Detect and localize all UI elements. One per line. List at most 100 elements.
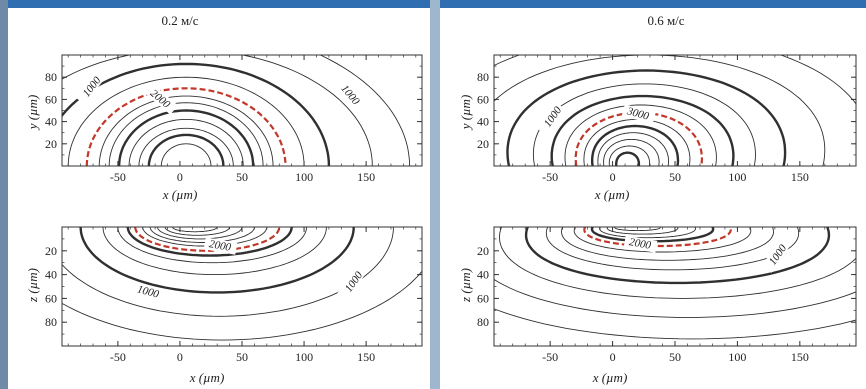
isotherm-11	[62, 55, 373, 166]
x-tick-label: 50	[236, 170, 248, 184]
isotherm-3	[599, 227, 696, 239]
y-tick-label: 60	[45, 291, 57, 305]
y-tick-label: 20	[45, 244, 57, 258]
x-tick-label: 100	[295, 170, 313, 184]
isotherm-9	[550, 94, 735, 166]
x-axis-label: x (µm)	[189, 370, 225, 385]
isotherm-8	[545, 227, 800, 271]
x-tick-label: 150	[357, 350, 375, 364]
x-axis-label: x (µm)	[594, 187, 630, 202]
contour-label-bg	[337, 79, 368, 113]
x-axis-label: x (µm)	[162, 187, 198, 202]
y-tick-label: 60	[45, 92, 57, 106]
x-tick-label: 0	[610, 170, 616, 184]
isotherm-12	[494, 308, 856, 340]
isotherm-13	[494, 55, 856, 105]
y-tick-label: 20	[477, 137, 489, 151]
y-tick-label: 60	[477, 92, 489, 106]
isotherm-1	[160, 143, 212, 166]
x-axis-label: x (µm)	[592, 370, 628, 385]
isotherm-4	[149, 227, 255, 243]
contour-panel-1: -50 0 50 100 150 20 40 60 80 x (µm) y (µm) 0.2 м/с	[25, 13, 423, 202]
y-tick-label: 20	[45, 137, 57, 151]
contour-label-bg	[761, 239, 790, 273]
contour-label-bg	[623, 235, 658, 253]
isotherm-1	[172, 227, 218, 233]
x-tick-label: 0	[177, 350, 183, 364]
isotherm-10	[79, 227, 355, 294]
isotherm-8	[117, 227, 308, 264]
isotherm-3	[157, 227, 243, 240]
highlighted-isotherm	[583, 227, 732, 248]
isotherm-12	[319, 55, 411, 166]
x-tick-label: -50	[110, 350, 126, 364]
isotherm-6	[573, 227, 752, 253]
y-tick-label: 80	[45, 315, 57, 329]
contour-label-bg	[131, 282, 166, 303]
isotherm-9	[67, 76, 305, 166]
x-tick-label: -50	[110, 170, 126, 184]
isotherm-7	[561, 227, 774, 261]
x-tick-label: 50	[669, 170, 681, 184]
x-tick-label: 100	[728, 170, 746, 184]
isotherm-7	[126, 227, 293, 257]
contour-label-bg	[536, 101, 565, 135]
x-tick-label: 150	[357, 170, 375, 184]
isotherm-8	[564, 104, 717, 166]
isotherm-11	[62, 227, 394, 317]
contour-label: 2000	[208, 238, 232, 254]
plot-area	[494, 227, 856, 346]
y-tick-label: 20	[477, 244, 489, 258]
y-tick-label: 80	[477, 70, 489, 84]
highlighted-isotherm	[85, 87, 287, 166]
contour-label: 1000	[136, 283, 161, 300]
x-tick-label: 150	[791, 170, 809, 184]
y-axis-label: y (µm)	[458, 95, 473, 132]
left-side-stripe	[0, 0, 8, 389]
x-tick-label: 50	[669, 350, 681, 364]
y-tick-label: 80	[477, 315, 489, 329]
isotherm-12	[494, 55, 826, 166]
y-axis-label: y (µm)	[25, 95, 40, 132]
x-tick-label: 100	[728, 350, 746, 364]
isotherm-3	[603, 138, 660, 166]
isotherm-7	[98, 95, 274, 166]
y-tick-label: 80	[45, 70, 57, 84]
contour-label: 3000	[625, 105, 651, 123]
isotherm-10	[499, 227, 856, 299]
isotherm-9	[102, 227, 327, 276]
isotherm-11	[494, 278, 856, 318]
y-tick-label: 40	[477, 268, 489, 282]
contour-label-bg	[203, 237, 238, 255]
isotherm-5	[117, 109, 255, 166]
y-tick-label: 60	[477, 291, 489, 305]
y-tick-label: 40	[45, 268, 57, 282]
center-divider-stripe	[430, 0, 440, 389]
contour-label-bg	[621, 104, 656, 125]
isotherm-9	[524, 227, 831, 285]
highlighted-isotherm	[134, 227, 281, 252]
panel-title: 0.2 м/с	[161, 13, 198, 28]
isotherm-1	[615, 151, 641, 166]
contour-panel-3: -50 0 50 100 150 20 40 60 80 x (µm) z (µm)	[25, 226, 423, 385]
y-tick-label: 40	[45, 115, 57, 129]
isotherm-6	[108, 102, 264, 166]
contour-label-bg	[337, 266, 366, 300]
contour-panel-2: -50 0 50 100 150 20 40 60 80 x (µm) y (µm) 0.6 м/с	[458, 13, 857, 202]
contour-label-bg	[145, 84, 179, 115]
contour-panel-4: -50 0 50 100 150 20 40 60 80 x (µm) z (µm)	[458, 226, 857, 385]
isotherm-11	[506, 69, 787, 166]
y-tick-label: 40	[477, 115, 489, 129]
contour-label-bg	[75, 71, 105, 105]
isotherm-1	[614, 227, 661, 232]
x-tick-label: -50	[542, 170, 558, 184]
panel-title: 0.6 м/с	[647, 13, 684, 28]
x-tick-label: 0	[610, 350, 616, 364]
isotherm-5	[591, 124, 680, 166]
isotherm-2	[164, 227, 231, 236]
isotherm-4	[128, 118, 244, 166]
x-tick-label: -50	[542, 350, 558, 364]
x-tick-label: 0	[177, 170, 183, 184]
